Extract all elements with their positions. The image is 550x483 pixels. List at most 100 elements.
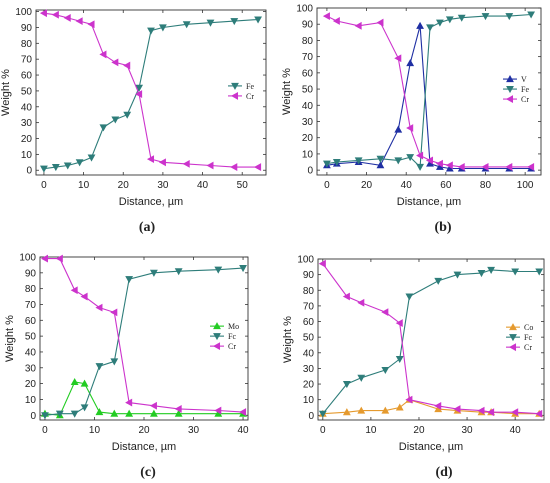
data-point-fc: [80, 404, 89, 412]
data-point-fc: [239, 265, 247, 273]
data-point-cr: [318, 259, 326, 268]
y-axis-label: Weight %: [281, 68, 293, 115]
data-point-mo: [125, 409, 134, 417]
data-point-fc: [110, 358, 119, 366]
x-tick-label: 100: [517, 180, 534, 191]
y-tick-label: 60: [302, 68, 314, 79]
panel-caption: (a): [139, 220, 156, 235]
y-axis-label: Weight %: [4, 315, 16, 362]
data-point-co: [357, 406, 366, 414]
data-point-fe: [332, 159, 341, 167]
data-point-fc: [95, 363, 104, 371]
data-point-cr: [55, 254, 63, 263]
legend-label-mo: Mo: [228, 322, 239, 331]
data-point-cr: [51, 10, 59, 19]
y-tick-label: 20: [303, 380, 315, 391]
y-tick-label: 30: [25, 363, 37, 374]
data-point-fc: [357, 374, 366, 382]
legend-label-fc: Fc: [524, 333, 532, 342]
series-line-cr: [43, 12, 259, 168]
y-tick-label: 40: [21, 102, 33, 113]
x-tick-label: 20: [413, 425, 425, 436]
x-axis-label: Distance, µm: [399, 441, 463, 453]
legend-label-fe: Fe: [521, 85, 529, 94]
data-point-mo: [70, 378, 79, 386]
data-point-fe: [158, 24, 167, 32]
data-point-cr: [535, 409, 543, 418]
data-point-fe: [323, 160, 331, 168]
y-tick-label: 0: [308, 411, 314, 422]
data-point-cr: [457, 162, 465, 171]
data-point-fc: [453, 271, 462, 279]
series-line-cr: [322, 263, 540, 415]
data-point-fe: [406, 154, 415, 162]
x-tick-label: 10: [78, 180, 90, 191]
x-axis-label: Distance, µm: [397, 196, 461, 208]
data-point-fe: [354, 157, 363, 165]
data-point-fe: [40, 165, 48, 173]
legend-marker-cr: [505, 95, 514, 103]
y-tick-label: 20: [25, 379, 37, 390]
y-tick-label: 60: [21, 71, 33, 82]
legend-label-cr: Cr: [524, 343, 532, 352]
data-point-cr: [239, 408, 247, 416]
chart-panel-d: 0 10 20 30 40 50 60 70 80 90 100 0 10 20 30 40 Distance,…: [282, 255, 545, 480]
data-point-fe: [182, 21, 191, 29]
chart-panel-b: 0 10 20 30 40 50 60 70 80 90 100 0 20 40 60 80 100 Distan…: [281, 4, 542, 235]
series-line-fe: [326, 13, 532, 169]
x-tick-label: 0: [324, 180, 330, 191]
y-tick-label: 0: [26, 166, 32, 177]
y-tick-label: 80: [302, 36, 314, 47]
data-point-cr: [406, 124, 414, 132]
y-tick-label: 80: [25, 284, 37, 295]
series-line-fe: [43, 18, 259, 170]
legend-marker-v: [506, 75, 514, 83]
y-tick-label: 10: [302, 149, 314, 160]
data-point-fe: [394, 157, 403, 165]
x-tick-label: 0: [320, 425, 326, 436]
data-point-cr: [206, 161, 214, 170]
data-point-fc: [535, 268, 544, 276]
data-point-cr: [95, 303, 103, 312]
y-tick-label: 30: [21, 118, 33, 129]
x-axis-label: Distance, µm: [119, 196, 183, 208]
data-point-cr: [477, 406, 485, 415]
x-tick-label: 30: [462, 425, 474, 436]
data-point-cr: [354, 21, 362, 30]
data-point-fc: [342, 381, 351, 389]
x-tick-label: 0: [41, 180, 47, 191]
data-point-fe: [254, 16, 262, 24]
series-line-fc: [322, 269, 540, 415]
x-tick-label: 20: [361, 180, 373, 191]
data-point-cr: [394, 54, 402, 63]
legend-marker-mo: [213, 322, 221, 330]
data-point-cr: [381, 308, 389, 317]
data-point-fc: [405, 293, 414, 301]
y-tick-label: 50: [21, 86, 33, 97]
data-point-cr: [149, 401, 157, 410]
data-point-cr: [481, 162, 489, 171]
y-tick-label: 70: [21, 55, 33, 66]
data-point-cr: [80, 292, 88, 301]
data-point-fe: [111, 116, 120, 124]
data-point-cr: [174, 405, 182, 413]
y-tick-label: 90: [302, 20, 314, 31]
data-point-fe: [51, 164, 60, 172]
y-tick-label: 50: [25, 332, 37, 343]
x-tick-label: 10: [365, 425, 377, 436]
data-point-cr: [322, 12, 330, 21]
y-tick-label: 60: [25, 316, 37, 327]
data-point-fe: [63, 162, 72, 170]
x-tick-label: 40: [401, 180, 413, 191]
data-point-cr: [527, 162, 535, 171]
data-point-fc: [381, 366, 390, 374]
data-point-fe: [99, 124, 108, 132]
data-point-fc: [174, 268, 183, 276]
legend-label-fc: Fc: [228, 332, 236, 341]
data-point-fc: [487, 266, 496, 274]
plot-frame: [35, 9, 267, 176]
y-tick-label: 100: [296, 4, 313, 15]
x-tick-label: 40: [237, 425, 249, 436]
series-line-cr: [45, 258, 244, 413]
data-point-cr: [40, 254, 48, 263]
